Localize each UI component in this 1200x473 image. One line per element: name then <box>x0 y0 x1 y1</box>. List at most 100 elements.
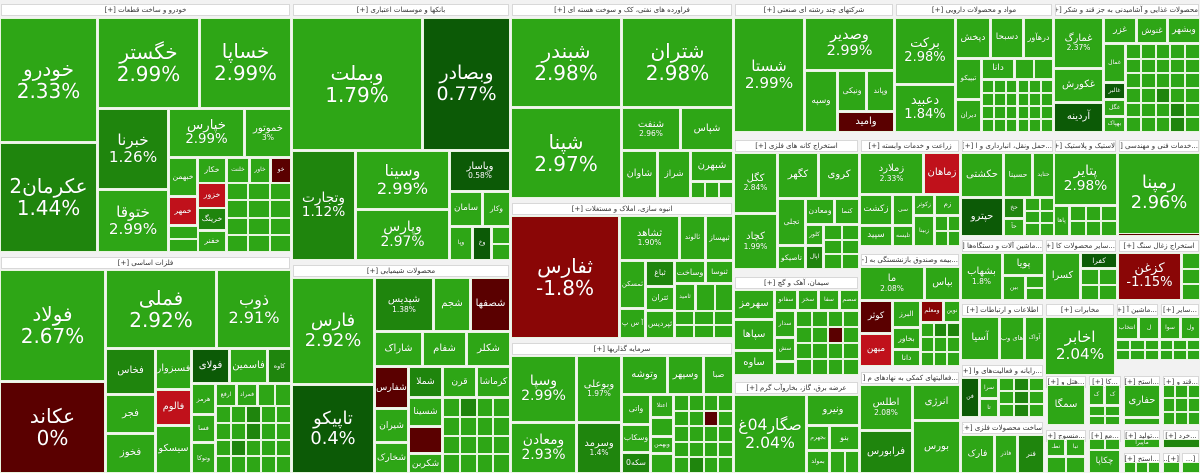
stock-tile-small[interactable] <box>246 422 261 440</box>
stock-tile[interactable]: شفام <box>423 332 466 366</box>
stock-tile-small[interactable] <box>1187 411 1200 425</box>
stock-tile-small[interactable] <box>1026 288 1044 300</box>
stock-tile-small[interactable] <box>999 404 1014 417</box>
stock-tile-small[interactable] <box>675 311 695 325</box>
stock-tile-small[interactable] <box>1140 117 1156 132</box>
stock-tile[interactable]: بورس <box>913 421 960 473</box>
stock-tile-small[interactable] <box>688 457 704 473</box>
stock-tile[interactable]: بمولد <box>807 451 829 473</box>
stock-tile-small[interactable] <box>719 182 733 198</box>
stock-tile-small[interactable] <box>1173 350 1187 360</box>
stock-tile[interactable]: سپاها <box>734 320 774 350</box>
stock-tile[interactable]: کگل 2.84% <box>734 153 777 213</box>
stock-tile-small[interactable] <box>688 395 704 411</box>
stock-tile[interactable]: شبهرن <box>691 151 733 181</box>
stock-tile-small[interactable] <box>688 410 704 427</box>
stock-tile-small[interactable] <box>1025 198 1040 211</box>
stock-tile-small[interactable] <box>1155 58 1171 74</box>
stock-tile[interactable]: اپال <box>806 246 823 269</box>
stock-tile-small[interactable] <box>216 456 231 473</box>
stock-tile[interactable]: دپخش <box>956 18 990 58</box>
stock-tile[interactable]: کسرا <box>1045 253 1080 300</box>
stock-tile[interactable]: ومعادن <box>806 199 834 224</box>
stock-tile[interactable]: دسبحا <box>991 18 1023 58</box>
stock-tile-small[interactable] <box>231 406 246 423</box>
stock-tile[interactable]: فولای <box>192 349 229 383</box>
stock-tile-small[interactable] <box>811 311 828 327</box>
stock-tile[interactable]: زکشت <box>860 195 892 225</box>
stock-tile-small[interactable] <box>1186 340 1200 350</box>
stock-tile-small[interactable] <box>1185 102 1200 118</box>
stock-tile[interactable]: فرابورس <box>860 431 912 473</box>
sector-header-expand[interactable]: ...رایانه و فعالیت‌های وا [+] <box>962 365 1043 377</box>
stock-tile-small[interactable] <box>1017 119 1030 132</box>
stock-tile-small[interactable] <box>443 398 460 417</box>
stock-tile[interactable]: خساپا 2.99% <box>200 18 291 108</box>
stock-tile-small[interactable] <box>999 391 1014 404</box>
stock-tile-small[interactable] <box>231 422 246 440</box>
stock-tile-small[interactable] <box>1041 93 1053 106</box>
stock-tile-small[interactable] <box>1029 404 1044 417</box>
stock-tile[interactable]: شستا 2.99% <box>734 18 804 132</box>
stock-tile[interactable]: ماپیرا <box>1124 439 1160 448</box>
stock-tile-small[interactable] <box>947 351 960 366</box>
stock-tile-small[interactable] <box>1039 223 1054 236</box>
stock-tile-small[interactable] <box>493 435 510 455</box>
stock-tile-small[interactable] <box>443 435 460 455</box>
stock-tile-small[interactable] <box>1029 93 1042 106</box>
stock-tile[interactable]: سفانو <box>775 290 797 310</box>
stock-tile-small[interactable] <box>1185 58 1200 74</box>
stock-tile-small[interactable] <box>459 454 477 473</box>
sector-header-expand[interactable]: استخراج کانه های فلزی [+] <box>735 140 858 152</box>
stock-tile[interactable]: وسکاب <box>622 425 650 452</box>
stock-tile-small[interactable] <box>1185 88 1200 103</box>
stock-tile[interactable]: ثنوسا <box>706 261 733 283</box>
stock-tile[interactable]: غنوش <box>1137 18 1167 43</box>
stock-tile[interactable]: ول <box>1181 317 1200 339</box>
stock-tile-small[interactable] <box>459 435 477 455</box>
stock-tile-small[interactable] <box>703 457 719 473</box>
stock-tile-small[interactable] <box>1005 119 1018 132</box>
stock-tile[interactable]: سهرمز <box>734 290 774 319</box>
stock-tile-small[interactable] <box>811 327 828 343</box>
stock-tile-small[interactable] <box>1014 391 1029 404</box>
stock-tile[interactable]: شپنا 2.97% <box>511 108 621 198</box>
stock-tile-small[interactable] <box>216 406 231 423</box>
stock-tile[interactable]: وتجارت 1.12% <box>292 151 355 260</box>
sector-header-expand[interactable]: محصولات غذایی و آشامیدنی به جز قند و شکر… <box>1055 4 1199 16</box>
stock-tile-small[interactable] <box>1170 88 1186 103</box>
stock-tile-small[interactable] <box>675 324 695 338</box>
stock-tile-small[interactable] <box>843 343 859 359</box>
sector-header-expand[interactable]: ...بیمه وصندوق بازنشستگی به [+] <box>861 254 959 266</box>
stock-tile[interactable]: غمال <box>1104 44 1125 82</box>
stock-tile[interactable]: سامان <box>450 192 482 226</box>
stock-tile[interactable]: سکه0 <box>622 453 650 473</box>
stock-tile-small[interactable] <box>827 327 844 343</box>
stock-tile-small[interactable] <box>796 343 812 359</box>
stock-tile-small[interactable] <box>1163 462 1180 473</box>
sector-header-expand[interactable]: لاستیک و پلاستیک [+] <box>1055 140 1116 152</box>
stock-tile[interactable]: وکار <box>483 192 510 226</box>
stock-tile-small[interactable] <box>261 456 276 473</box>
stock-tile-small[interactable] <box>1029 106 1042 119</box>
stock-tile-small[interactable] <box>443 454 460 473</box>
stock-tile[interactable]: حپترو <box>961 198 1003 236</box>
stock-tile-small[interactable] <box>476 454 494 473</box>
stock-tile[interactable]: ونیرو <box>807 395 859 425</box>
stock-tile[interactable]: کفرا <box>1081 253 1117 268</box>
stock-tile[interactable]: وپاسار 0.58% <box>450 151 510 191</box>
stock-tile[interactable]: سوا <box>1160 317 1180 339</box>
stock-tile-small[interactable] <box>269 217 291 235</box>
stock-tile[interactable]: خاور <box>250 158 270 183</box>
stock-tile[interactable]: پتایر 2.98% <box>1054 153 1117 205</box>
stock-tile-small[interactable] <box>276 439 291 457</box>
stock-tile-small[interactable] <box>1185 44 1200 59</box>
stock-tile-small[interactable] <box>934 351 947 366</box>
stock-tile-small[interactable] <box>1014 378 1029 391</box>
stock-tile[interactable]: بهپاک <box>1104 117 1125 132</box>
sector-header-expand[interactable]: ...سایر محصولات کا [+] <box>1046 240 1116 252</box>
stock-tile[interactable]: شپدیس 1.38% <box>375 278 433 331</box>
stock-tile-small[interactable] <box>1182 268 1200 285</box>
stock-tile[interactable]: وسپه <box>805 71 837 132</box>
stock-tile[interactable]: ثپردیس <box>646 311 674 338</box>
